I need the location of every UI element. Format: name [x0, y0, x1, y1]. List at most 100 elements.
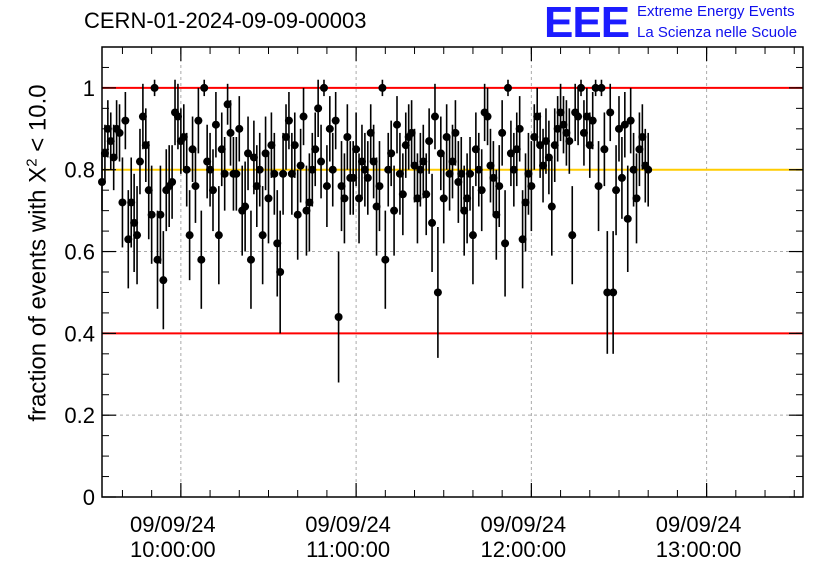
data-point: [244, 149, 253, 158]
data-point: [393, 120, 402, 129]
data-point: [384, 165, 393, 174]
x-tick-time-label: 10:00:00: [130, 537, 216, 562]
data-point: [565, 137, 574, 146]
data-point: [179, 133, 188, 141]
data-point: [632, 194, 641, 203]
data-point: [302, 206, 311, 215]
data-point: [203, 157, 212, 166]
data-point: [185, 231, 194, 240]
data-point: [100, 149, 109, 158]
data-point: [550, 141, 559, 150]
data-point: [290, 141, 299, 150]
data-point: [594, 182, 603, 191]
data-point: [562, 128, 571, 137]
data-point: [425, 137, 434, 146]
data-point: [124, 235, 133, 244]
data-point: [524, 169, 533, 178]
data-point: [226, 128, 235, 137]
data-point: [273, 239, 282, 248]
data-point: [115, 128, 124, 137]
data-point: [539, 161, 548, 170]
data-point: [395, 169, 404, 178]
data-point: [130, 218, 139, 227]
x-tick-time-label: 12:00:00: [481, 537, 567, 562]
data-point: [521, 198, 530, 207]
data-point: [486, 161, 495, 170]
data-point: [319, 83, 328, 92]
y-tick-label: 0.4: [64, 321, 95, 346]
y-tick-label: 0.2: [64, 403, 95, 428]
data-point: [422, 190, 431, 199]
data-point: [623, 214, 632, 223]
data-point: [299, 112, 308, 121]
data-point: [106, 137, 115, 146]
data-point: [597, 83, 606, 92]
data-point: [340, 194, 349, 203]
data-point: [270, 169, 279, 178]
data-point: [211, 120, 220, 129]
data-point: [629, 165, 638, 174]
data-point: [401, 141, 410, 150]
data-point: [188, 145, 197, 154]
data-point: [428, 218, 437, 227]
data-point: [436, 149, 445, 158]
data-point: [360, 165, 369, 174]
data-point: [439, 194, 448, 203]
data-point: [460, 206, 469, 215]
data-point: [249, 153, 258, 162]
data-point: [477, 186, 486, 195]
data-point: [147, 210, 156, 219]
data-point: [127, 198, 136, 207]
data-point: [352, 145, 361, 154]
data-point: [325, 124, 334, 133]
data-point: [200, 83, 209, 92]
data-point: [314, 104, 323, 113]
data-point: [208, 186, 217, 195]
data-point: [609, 288, 618, 297]
data-point: [620, 120, 629, 129]
data-point: [416, 165, 425, 174]
data-point: [217, 145, 226, 154]
data-point: [357, 157, 366, 166]
x-tick-date-label: 09/09/24: [305, 512, 391, 537]
data-point: [375, 182, 384, 191]
eee-logo-line-2: La Scienza nelle Scuole: [637, 24, 798, 41]
data-point: [235, 124, 244, 133]
data-point: [463, 194, 472, 203]
data-point: [448, 157, 457, 166]
data-point: [197, 255, 206, 264]
data-point: [133, 231, 142, 240]
data-point: [296, 161, 305, 170]
data-point: [606, 108, 615, 117]
data-point: [617, 173, 626, 182]
data-point: [279, 169, 288, 178]
data-point: [579, 128, 588, 137]
data-point: [308, 165, 317, 174]
data-point: [381, 255, 390, 264]
data-point: [495, 182, 504, 191]
data-point: [506, 149, 515, 158]
data-point: [398, 190, 407, 199]
data-point: [276, 268, 285, 276]
data-point: [349, 173, 358, 182]
y-tick-label: 0: [83, 485, 95, 510]
data-point: [544, 153, 553, 162]
data-point: [138, 112, 147, 121]
data-point: [287, 169, 296, 178]
data-point: [582, 112, 591, 121]
data-point: [311, 145, 320, 154]
data-point: [194, 116, 203, 125]
data-point: [355, 194, 364, 203]
data-point: [410, 161, 419, 170]
data-point: [577, 83, 586, 92]
data-point: [445, 169, 454, 178]
data-point: [556, 108, 565, 117]
data-point: [223, 100, 232, 109]
plot-frame: [101, 46, 804, 498]
data-point: [191, 182, 200, 191]
y-tick-label: 0.6: [64, 240, 95, 265]
data-point: [474, 165, 483, 174]
data-point: [390, 206, 399, 215]
data-point: [457, 169, 466, 178]
data-point: [282, 133, 291, 141]
